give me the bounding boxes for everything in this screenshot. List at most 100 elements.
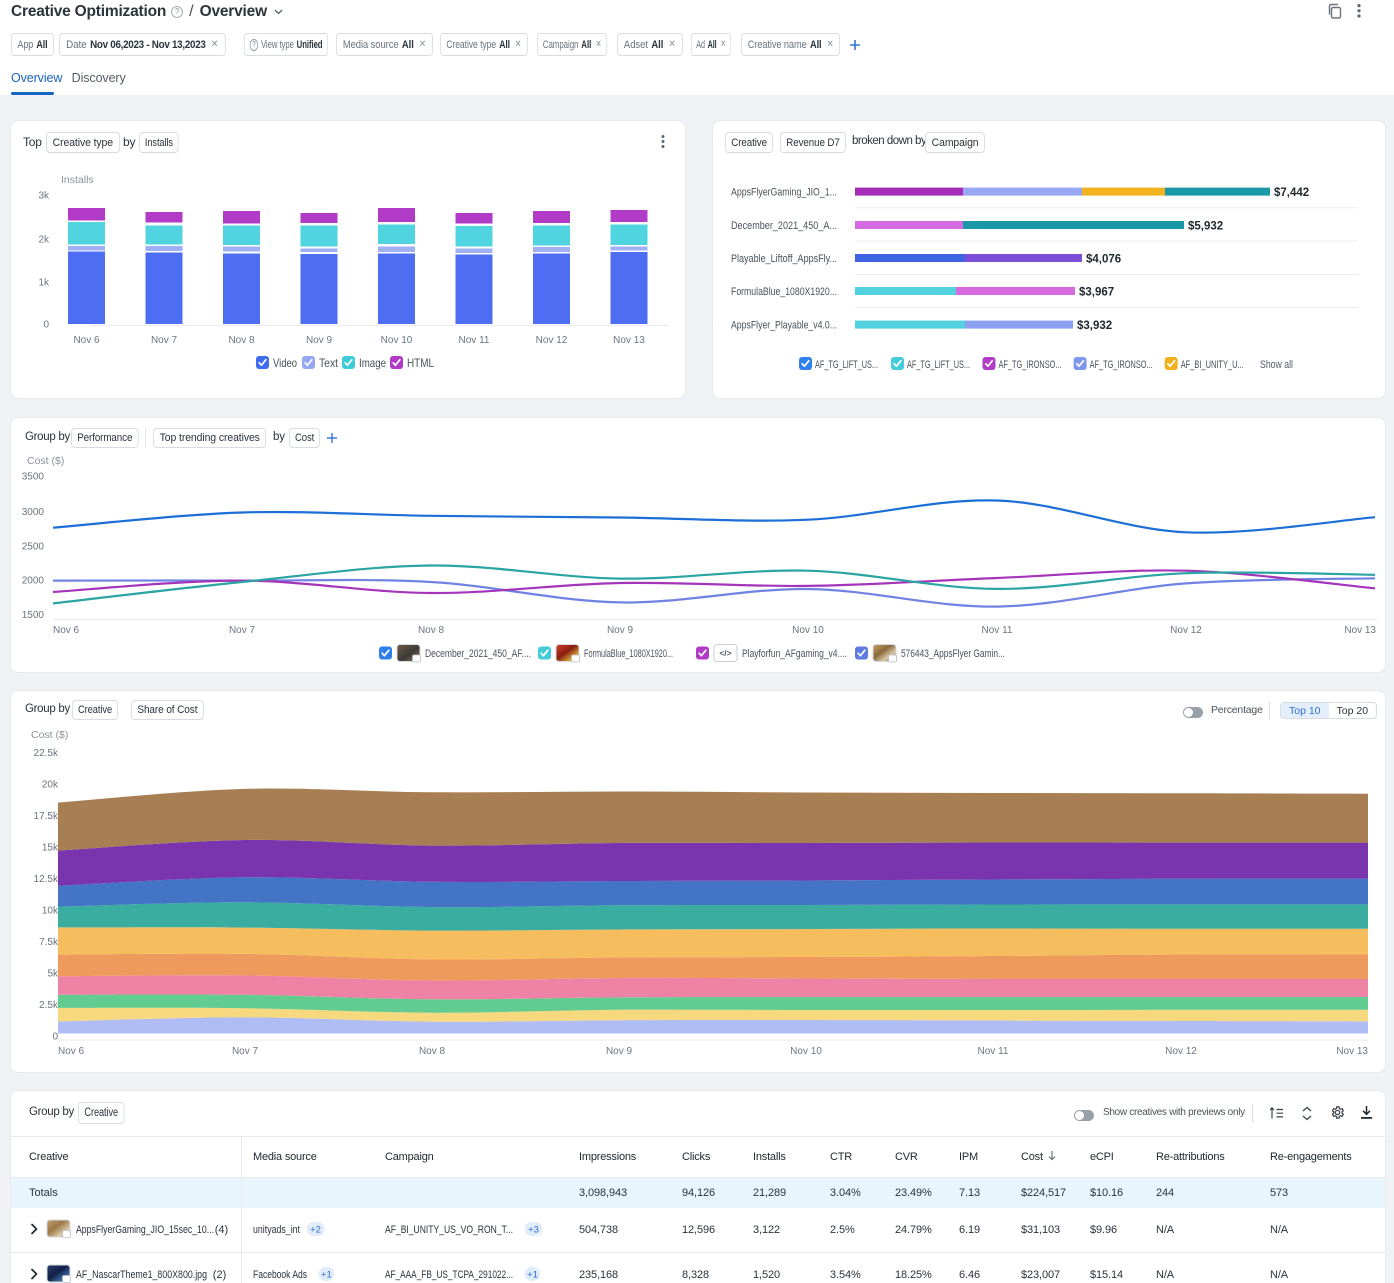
svg-text:AppsFlyerGaming_JIO_15sec_10..: AppsFlyerGaming_JIO_15sec_10... (76, 1224, 214, 1236)
svg-text:Video: Video (273, 356, 297, 370)
svg-text:3000: 3000 (22, 507, 45, 518)
svg-text:Nov 9: Nov 9 (606, 1046, 633, 1057)
svg-text:eCPI: eCPI (1090, 1151, 1114, 1163)
svg-text:N/A: N/A (1270, 1224, 1289, 1236)
svg-text:15k: 15k (42, 843, 59, 854)
svg-text:December_2021_450_AF....: December_2021_450_AF.... (425, 648, 531, 660)
svg-text:Cost ($): Cost ($) (27, 455, 64, 467)
svg-text:Nov 13: Nov 13 (1336, 1046, 1368, 1057)
svg-text:Nov 13: Nov 13 (1344, 625, 1376, 636)
svg-text:2.5k: 2.5k (39, 1000, 59, 1011)
svg-text:3.04%: 3.04% (830, 1187, 861, 1199)
svg-text:1,520: 1,520 (753, 1269, 780, 1281)
svg-text:</>: </> (719, 648, 731, 658)
svg-text:AF_BI_UNITY_US_VO_RON_T...: AF_BI_UNITY_US_VO_RON_T... (385, 1224, 513, 1236)
svg-text:Nov 8: Nov 8 (419, 1046, 446, 1057)
svg-text:$5,932: $5,932 (1188, 221, 1223, 233)
svg-text:Totals: Totals (29, 1187, 58, 1199)
svg-text:3,122: 3,122 (753, 1224, 780, 1236)
svg-text:Text: Text (319, 356, 339, 370)
svg-text:Clicks: Clicks (682, 1151, 711, 1163)
svg-text:(4): (4) (215, 1224, 228, 1236)
svg-text:Facebook Ads: Facebook Ads (253, 1269, 307, 1281)
svg-text:$3,932: $3,932 (1077, 320, 1112, 332)
svg-text:1500: 1500 (22, 610, 45, 621)
svg-text:Cost ($): Cost ($) (31, 729, 68, 741)
svg-text:+2: +2 (310, 1225, 321, 1236)
svg-text:12,596: 12,596 (682, 1224, 715, 1236)
svg-text:+1: +1 (321, 1270, 332, 1281)
svg-text:21,289: 21,289 (753, 1187, 786, 1199)
svg-text:Nov 13: Nov 13 (613, 335, 645, 346)
svg-text:N/A: N/A (1270, 1269, 1289, 1281)
svg-text:December_2021_450_A...: December_2021_450_A... (731, 220, 837, 232)
svg-text:2000: 2000 (22, 576, 45, 587)
svg-text:Impressions: Impressions (579, 1151, 637, 1163)
svg-text:$31,103: $31,103 (1021, 1224, 1060, 1236)
svg-text:$3,967: $3,967 (1079, 287, 1114, 299)
svg-text:N/A: N/A (1156, 1224, 1175, 1236)
svg-text:8,328: 8,328 (682, 1269, 709, 1281)
svg-text:Nov 8: Nov 8 (418, 625, 445, 636)
svg-text:Image: Image (359, 356, 386, 370)
svg-text:22.5k: 22.5k (34, 748, 59, 759)
svg-text:12.5k: 12.5k (34, 874, 59, 885)
svg-text:18.25%: 18.25% (895, 1269, 932, 1281)
svg-text:Nov 12: Nov 12 (1170, 625, 1202, 636)
svg-text:unityads_int: unityads_int (253, 1224, 300, 1236)
svg-text:3.54%: 3.54% (830, 1269, 861, 1281)
svg-text:Nov 11: Nov 11 (459, 335, 490, 346)
svg-text:Nov 8: Nov 8 (228, 335, 255, 346)
svg-text:AF_AAA_FB_US_TCPA_291022...: AF_AAA_FB_US_TCPA_291022... (385, 1269, 513, 1281)
svg-text:AF_BI_UNITY_U...: AF_BI_UNITY_U... (1181, 359, 1244, 371)
svg-text:6.46: 6.46 (959, 1269, 980, 1281)
svg-text:Creative: Creative (29, 1151, 68, 1163)
svg-text:244: 244 (1156, 1187, 1174, 1199)
svg-text:$23,007: $23,007 (1021, 1269, 1060, 1281)
svg-text:3k: 3k (38, 191, 50, 202)
svg-text:0: 0 (43, 320, 49, 331)
svg-text:AF_TG_LIFT_US...: AF_TG_LIFT_US... (815, 359, 878, 371)
svg-text:AppsFlyer_Playable_v4.0...: AppsFlyer_Playable_v4.0... (731, 320, 837, 332)
svg-text:$10.16: $10.16 (1090, 1187, 1123, 1199)
svg-text:AF_TG_IRONSO...: AF_TG_IRONSO... (1090, 359, 1153, 371)
svg-text:FormulaBlue_1080X1920...: FormulaBlue_1080X1920... (731, 286, 837, 298)
svg-text:$15.14: $15.14 (1090, 1269, 1123, 1281)
svg-text:Nov 11: Nov 11 (978, 1046, 1009, 1057)
svg-text:576443_AppsFlyer Gamin...: 576443_AppsFlyer Gamin... (901, 648, 1005, 660)
svg-text:Nov 6: Nov 6 (58, 1046, 85, 1057)
svg-text:AF_NascarTheme1_800X800.jpg: AF_NascarTheme1_800X800.jpg (76, 1269, 207, 1281)
svg-text:AF_TG_LIFT_US...: AF_TG_LIFT_US... (907, 359, 970, 371)
svg-text:Nov 12: Nov 12 (536, 335, 568, 346)
svg-text:CTR: CTR (830, 1151, 852, 1163)
svg-text:Re-engagements: Re-engagements (1270, 1151, 1352, 1163)
svg-text:Nov 10: Nov 10 (792, 625, 824, 636)
svg-text:Media source: Media source (253, 1151, 317, 1163)
svg-text:Re-attributions: Re-attributions (1156, 1151, 1225, 1163)
svg-text:HTML: HTML (407, 356, 434, 370)
svg-text:24.79%: 24.79% (895, 1224, 932, 1236)
svg-text:(2): (2) (213, 1269, 226, 1281)
svg-text:FormulaBlue_1080X1920...: FormulaBlue_1080X1920... (584, 648, 673, 660)
svg-text:+3: +3 (528, 1225, 539, 1236)
svg-text:Nov 7: Nov 7 (232, 1046, 259, 1057)
svg-text:2500: 2500 (22, 542, 45, 553)
svg-text:$224,517: $224,517 (1021, 1187, 1066, 1199)
svg-text:$9.96: $9.96 (1090, 1224, 1117, 1236)
svg-text:CVR: CVR (895, 1151, 918, 1163)
svg-text:$4,076: $4,076 (1086, 254, 1121, 266)
svg-text:$7,442: $7,442 (1274, 187, 1309, 199)
svg-text:Playable_Liftoff_AppsFly...: Playable_Liftoff_AppsFly... (731, 253, 837, 265)
svg-text:Nov 6: Nov 6 (73, 335, 100, 346)
svg-text:Nov 7: Nov 7 (229, 625, 256, 636)
svg-text:23.49%: 23.49% (895, 1187, 932, 1199)
svg-text:3,098,943: 3,098,943 (579, 1187, 627, 1199)
svg-text:N/A: N/A (1156, 1269, 1175, 1281)
svg-text:5k: 5k (47, 969, 59, 980)
svg-text:6.19: 6.19 (959, 1224, 980, 1236)
svg-text:Nov 11: Nov 11 (982, 625, 1013, 636)
svg-text:2.5%: 2.5% (830, 1224, 855, 1236)
svg-text:Cost: Cost (1021, 1151, 1043, 1163)
svg-text:573: 573 (1270, 1187, 1288, 1199)
svg-text:IPM: IPM (959, 1151, 978, 1163)
